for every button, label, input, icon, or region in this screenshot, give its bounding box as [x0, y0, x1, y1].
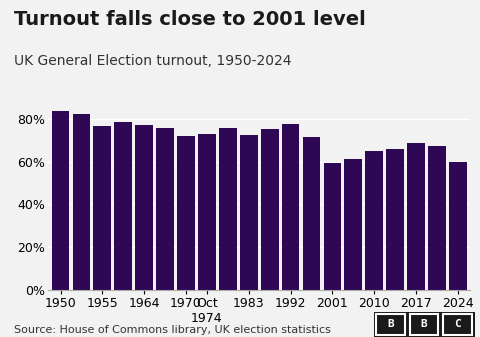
Text: Source: House of Commons library, UK election statistics: Source: House of Commons library, UK ele…: [14, 325, 331, 335]
Bar: [52, 111, 70, 290]
Bar: [114, 122, 132, 290]
Bar: [156, 128, 174, 290]
Bar: [94, 126, 111, 290]
Bar: [324, 163, 341, 290]
Bar: [198, 134, 216, 290]
Bar: [443, 314, 472, 335]
Text: B: B: [387, 319, 394, 329]
Bar: [376, 314, 405, 335]
Text: C: C: [454, 319, 461, 329]
Bar: [261, 129, 278, 290]
Bar: [72, 114, 90, 290]
Bar: [345, 159, 362, 290]
Bar: [282, 124, 300, 290]
Bar: [365, 151, 383, 290]
Bar: [410, 314, 438, 335]
Bar: [443, 314, 472, 335]
Bar: [302, 137, 320, 290]
Text: Turnout falls close to 2001 level: Turnout falls close to 2001 level: [14, 10, 366, 29]
Bar: [407, 143, 425, 290]
Bar: [410, 314, 438, 335]
Bar: [386, 149, 404, 290]
Text: B: B: [420, 319, 427, 329]
Bar: [177, 136, 195, 290]
Bar: [219, 128, 237, 290]
Bar: [428, 146, 446, 290]
Bar: [376, 314, 405, 335]
Bar: [135, 125, 153, 290]
Text: UK General Election turnout, 1950-2024: UK General Election turnout, 1950-2024: [14, 54, 292, 68]
Bar: [240, 135, 258, 290]
Bar: [449, 162, 467, 290]
